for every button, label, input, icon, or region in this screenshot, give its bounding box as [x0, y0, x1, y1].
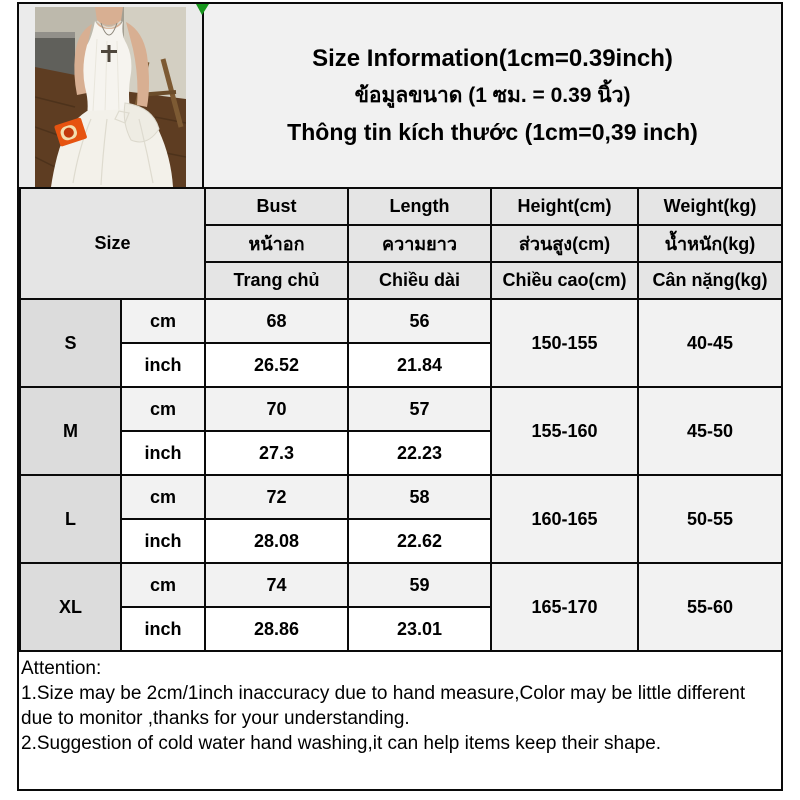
- col-header-height-en: Height(cm): [490, 187, 639, 226]
- size-chart-frame: Size Information(1cm=0.39inch) ข้อมูลขนา…: [17, 2, 783, 791]
- size-header-cell: Size: [19, 187, 206, 300]
- length-cm-value: 57: [347, 386, 492, 432]
- unit-label: cm: [120, 386, 206, 432]
- size-row-label: L: [19, 474, 122, 564]
- col-header-weight-vi: Cân nặng(kg): [637, 261, 783, 300]
- col-header-height-vi: Chiều cao(cm): [490, 261, 639, 300]
- unit-label: cm: [120, 562, 206, 608]
- col-header-bust-en: Bust: [204, 187, 349, 226]
- size-row-label: XL: [19, 562, 122, 652]
- bust-cm-value: 72: [204, 474, 349, 520]
- unit-label: inch: [120, 342, 206, 388]
- col-header-length-en: Length: [347, 187, 492, 226]
- height-range: 155-160: [490, 386, 639, 476]
- weight-range: 45-50: [637, 386, 783, 476]
- bust-cm-value: 68: [204, 298, 349, 344]
- size-row-label: S: [19, 298, 122, 388]
- height-range: 150-155: [490, 298, 639, 388]
- length-inch-value: 22.62: [347, 518, 492, 564]
- col-header-height-th: ส่วนสูง(cm): [490, 224, 639, 263]
- title-block: Size Information(1cm=0.39inch) ข้อมูลขนา…: [204, 4, 781, 187]
- title-vietnamese: Thông tin kích thước (1cm=0,39 inch): [287, 119, 698, 145]
- title-thai: ข้อมูลขนาด (1 ซม. = 0.39 นิ้ว): [354, 84, 631, 107]
- bust-cm-value: 74: [204, 562, 349, 608]
- weight-range: 50-55: [637, 474, 783, 564]
- unit-label: cm: [120, 474, 206, 520]
- col-header-weight-en: Weight(kg): [637, 187, 783, 226]
- unit-label: inch: [120, 430, 206, 476]
- height-range: 165-170: [490, 562, 639, 652]
- bust-cm-value: 70: [204, 386, 349, 432]
- bust-inch-value: 26.52: [204, 342, 349, 388]
- length-inch-value: 22.23: [347, 430, 492, 476]
- unit-label: inch: [120, 606, 206, 652]
- attention-heading: Attention:: [21, 658, 102, 679]
- title-english: Size Information(1cm=0.39inch): [312, 45, 673, 72]
- unit-label: inch: [120, 518, 206, 564]
- attention-note-1: 1.Size may be 2cm/1inch inaccuracy due t…: [21, 683, 746, 729]
- length-inch-value: 21.84: [347, 342, 492, 388]
- col-header-bust-vi: Trang chủ: [204, 261, 349, 300]
- height-range: 160-165: [490, 474, 639, 564]
- model-photo-illustration: [35, 7, 186, 187]
- unit-label: cm: [120, 298, 206, 344]
- green-flag-marker: [196, 4, 209, 15]
- col-header-length-vi: Chiều dài: [347, 261, 492, 300]
- length-cm-value: 59: [347, 562, 492, 608]
- length-inch-value: 23.01: [347, 606, 492, 652]
- weight-range: 55-60: [637, 562, 783, 652]
- length-cm-value: 58: [347, 474, 492, 520]
- bust-inch-value: 28.86: [204, 606, 349, 652]
- attention-section: Attention: 1.Size may be 2cm/1inch inacc…: [19, 652, 781, 756]
- weight-range: 40-45: [637, 298, 783, 388]
- length-cm-value: 56: [347, 298, 492, 344]
- col-header-bust-th: หน้าอก: [204, 224, 349, 263]
- top-section: Size Information(1cm=0.39inch) ข้อมูลขนา…: [19, 4, 781, 187]
- col-header-length-th: ความยาว: [347, 224, 492, 263]
- bust-inch-value: 27.3: [204, 430, 349, 476]
- col-header-weight-th: น้ำหนัก(kg): [637, 224, 783, 263]
- size-row-label: M: [19, 386, 122, 476]
- product-photo: [19, 4, 204, 187]
- size-table: Size Bust Length Height(cm) Weight(kg) ห…: [19, 187, 783, 652]
- attention-note-2: 2.Suggestion of cold water hand washing,…: [21, 733, 662, 754]
- bust-inch-value: 28.08: [204, 518, 349, 564]
